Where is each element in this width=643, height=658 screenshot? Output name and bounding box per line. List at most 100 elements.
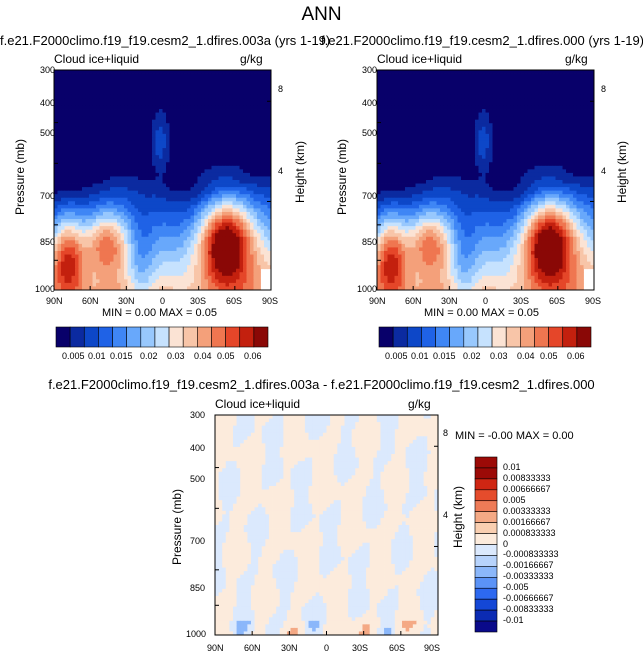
contour-cell xyxy=(71,279,76,284)
contour-cell xyxy=(187,123,191,128)
contour-cell xyxy=(110,233,114,238)
contour-cell xyxy=(127,258,132,263)
contour-cell xyxy=(211,119,216,124)
contour-cell xyxy=(173,126,177,131)
contour-cell xyxy=(106,151,111,156)
contour-cell xyxy=(180,254,184,259)
contour-cell xyxy=(201,219,205,223)
contour-cell xyxy=(183,84,188,89)
contour-cell xyxy=(148,183,153,188)
contour-cell xyxy=(169,275,174,280)
contour-cell xyxy=(218,80,223,85)
contour-cell xyxy=(253,140,258,145)
contour-cell xyxy=(120,101,125,106)
contour-cell xyxy=(89,176,93,181)
contour-cell xyxy=(443,84,448,89)
contour-cell xyxy=(257,258,261,263)
contour-cell xyxy=(260,183,265,188)
contour-cell xyxy=(173,77,177,82)
contour-cell xyxy=(92,158,97,163)
contour-cell xyxy=(510,123,514,128)
contour-cell xyxy=(517,70,521,74)
contour-cell xyxy=(264,73,268,78)
contour-cell xyxy=(447,112,451,117)
contour-cell xyxy=(239,73,244,78)
contour-cell xyxy=(176,254,181,259)
contour-cell xyxy=(117,151,121,156)
contour-cell xyxy=(96,258,100,263)
contour-cell xyxy=(580,94,584,99)
contour-cell xyxy=(96,155,100,160)
contour-cell xyxy=(541,73,546,78)
contour-cell xyxy=(155,169,160,174)
contour-cell xyxy=(250,112,254,117)
contour-cell xyxy=(68,261,72,266)
contour-cell xyxy=(190,187,195,192)
contour-cell xyxy=(222,254,226,259)
contour-cell xyxy=(239,119,244,124)
contour-cell xyxy=(75,94,79,99)
contour-cell xyxy=(440,70,444,74)
contour-cell xyxy=(471,77,476,82)
contour-cell xyxy=(127,165,132,170)
contour-cell xyxy=(155,250,160,255)
contour-cell xyxy=(253,187,258,192)
contour-cell xyxy=(117,240,121,245)
contour-cell xyxy=(201,148,205,153)
contour-cell xyxy=(253,229,258,234)
contour-cell xyxy=(384,112,388,117)
contour-cell xyxy=(229,211,233,216)
contour-cell xyxy=(267,126,272,131)
contour-cell xyxy=(243,279,247,284)
contour-cell xyxy=(155,77,160,82)
contour-cell xyxy=(117,148,121,153)
contour-cell xyxy=(173,98,177,103)
contour-cell xyxy=(187,144,191,149)
contour-cell xyxy=(471,87,476,92)
contour-cell xyxy=(96,130,100,135)
contour-cell xyxy=(257,236,261,241)
contour-cell xyxy=(127,219,132,223)
contour-cell xyxy=(443,94,448,99)
contour-cell xyxy=(197,268,202,273)
contour-cell xyxy=(422,123,427,128)
contour-cell xyxy=(127,222,132,227)
contour-cell xyxy=(450,119,455,124)
contour-cell xyxy=(225,73,230,78)
contour-cell xyxy=(134,172,139,177)
contour-cell xyxy=(391,105,395,110)
contour-cell xyxy=(124,204,128,209)
contour-cell xyxy=(239,236,244,241)
contour-cell xyxy=(183,197,188,202)
contour-cell xyxy=(78,258,83,263)
contour-cell xyxy=(120,204,125,209)
contour-cell xyxy=(232,247,237,252)
contour-cell xyxy=(96,247,100,252)
contour-cell xyxy=(176,187,181,192)
contour-cell xyxy=(260,162,265,167)
contour-cell xyxy=(257,215,261,220)
contour-cell xyxy=(222,190,226,195)
contour-cell xyxy=(138,282,142,287)
contour-cell xyxy=(92,258,97,263)
contour-cell xyxy=(61,229,65,234)
contour-cell xyxy=(232,126,237,131)
contour-cell xyxy=(187,140,191,145)
contour-cell xyxy=(387,130,392,135)
contour-cell xyxy=(61,208,65,213)
contour-cell xyxy=(183,254,188,259)
contour-cell xyxy=(225,222,230,227)
contour-cell xyxy=(120,148,125,153)
contour-cell xyxy=(401,130,406,135)
contour-cell xyxy=(120,169,125,174)
contour-cell xyxy=(218,187,223,192)
contour-cell xyxy=(229,233,233,238)
contour-cell xyxy=(232,194,237,199)
contour-cell xyxy=(464,126,469,131)
contour-cell xyxy=(187,137,191,142)
contour-cell xyxy=(243,240,247,245)
contour-cell xyxy=(204,162,209,167)
contour-cell xyxy=(419,77,423,82)
contour-cell xyxy=(426,91,430,96)
contour-cell xyxy=(197,140,202,145)
